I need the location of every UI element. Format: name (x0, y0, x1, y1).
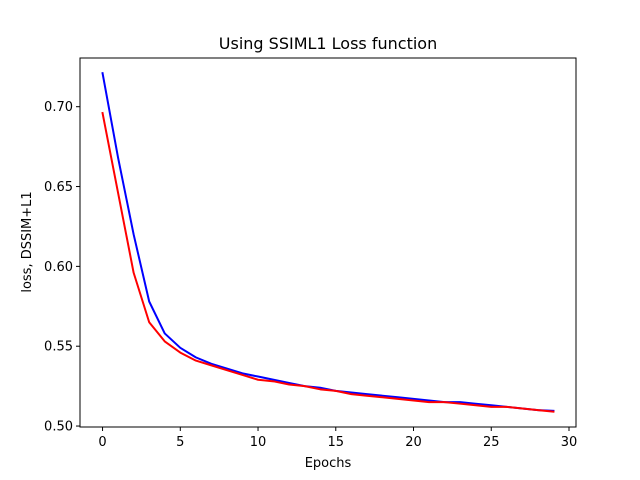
axes-frame (79, 57, 577, 428)
x-tick-label: 25 (483, 435, 500, 450)
x-tick-label: 0 (98, 435, 106, 450)
y-tick-label: 0.50 (44, 420, 73, 435)
chart-title: Using SSIML1 Loss function (219, 34, 437, 53)
y-tick-label: 0.65 (44, 180, 73, 195)
x-tick-label: 30 (561, 435, 578, 450)
y-tick-label: 0.60 (44, 260, 73, 275)
x-tick-label: 20 (405, 435, 422, 450)
x-tick-label: 10 (250, 435, 267, 450)
x-axis-label: Epochs (305, 456, 352, 471)
y-tick-label: 0.70 (44, 100, 73, 115)
y-tick-label: 0.55 (44, 340, 73, 355)
series-group (101, 72, 555, 413)
plot-area (80, 58, 576, 427)
x-tick-label: 15 (328, 435, 345, 450)
series-line-2 (101, 111, 555, 413)
y-axis-label: loss, DSSIM+L1 (20, 191, 35, 292)
plot-background (80, 58, 576, 427)
x-tick-label: 5 (176, 435, 184, 450)
axes-group: 0 5 10 15 20 25 30 0.50 0.55 0.60 0.65 0.70 (44, 57, 578, 450)
